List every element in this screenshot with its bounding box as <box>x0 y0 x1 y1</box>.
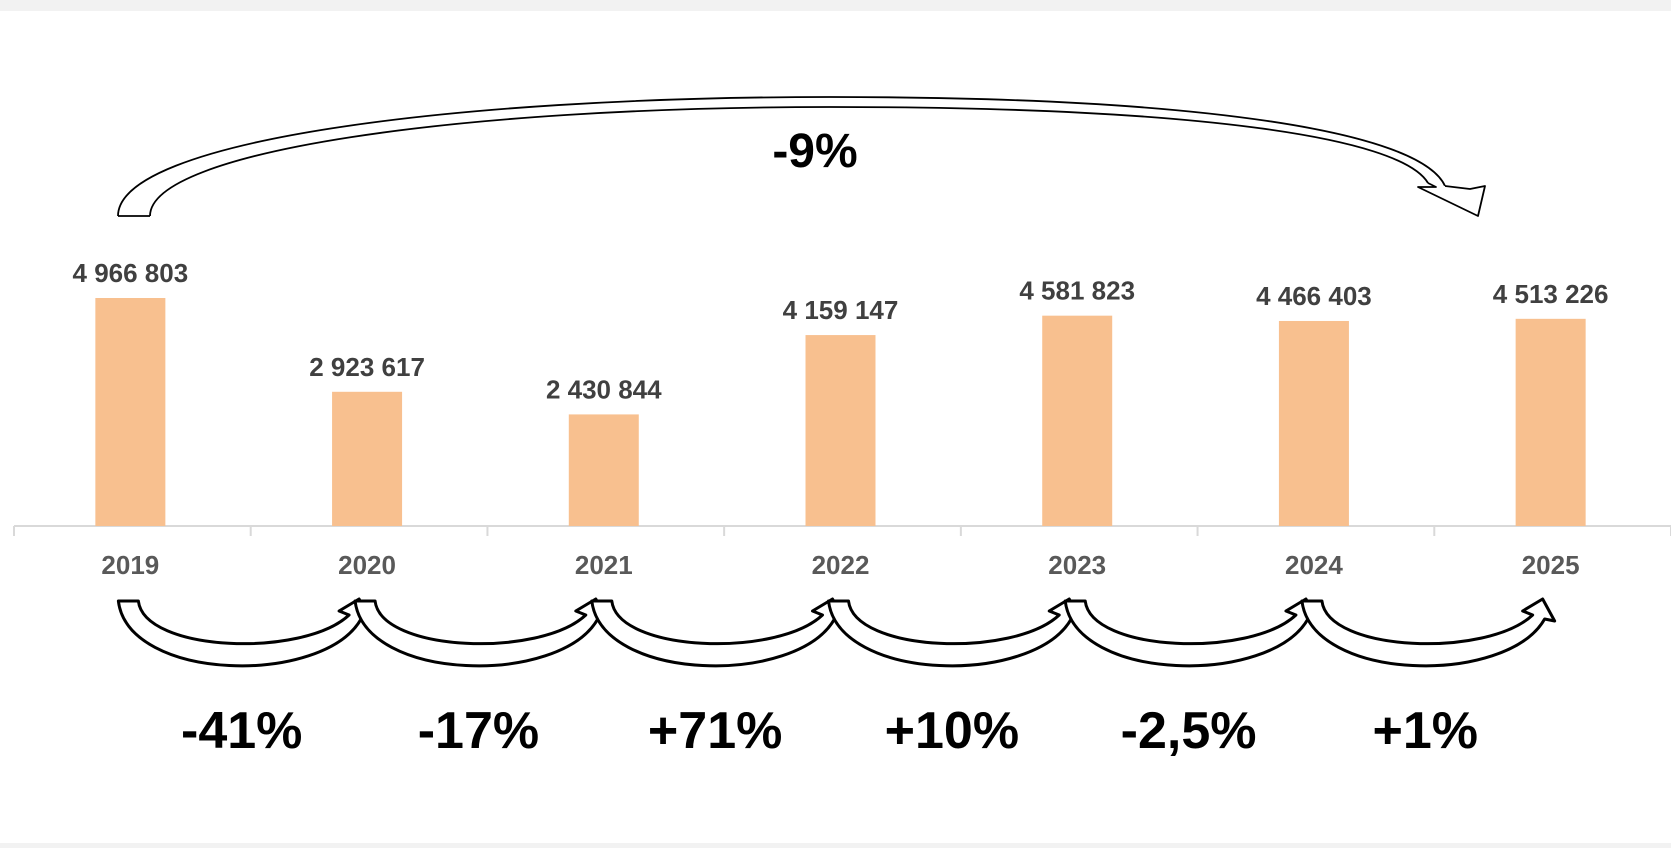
period-change-label: -41% <box>181 702 302 760</box>
bar-2020 <box>332 391 403 526</box>
bar-2023 <box>1042 315 1113 526</box>
period-change-label: +71% <box>648 702 782 760</box>
bars-layer: 4 966 803 2019 2 923 617 2020 2 430 844 2021 4… <box>13 258 1671 580</box>
period-change-label: +1% <box>1373 702 1479 760</box>
period-change-label: +10% <box>885 702 1019 760</box>
data-label-2021: 2 430 844 <box>546 374 662 404</box>
bar-chart: -9% 4 966 803 2019 2 923 617 2020 2 430 844 2… <box>13 96 1671 760</box>
overall-change-arrow <box>117 96 1486 217</box>
period-arrows-layer: -41% -17% +71% +10% -2,5% +1% <box>116 597 1557 760</box>
data-label-2022: 4 159 147 <box>783 295 899 325</box>
period-change-arrow <box>116 597 373 668</box>
x-tick-label-2025: 2025 <box>1522 550 1580 580</box>
overall-change-label: -9% <box>772 125 857 178</box>
x-tick-label-2019: 2019 <box>101 550 159 580</box>
bar-2022 <box>805 335 876 526</box>
data-label-2025: 4 513 226 <box>1493 279 1609 309</box>
period-change-arrow <box>827 597 1083 668</box>
data-label-2023: 4 581 823 <box>1019 276 1135 306</box>
chart-canvas: -9% 4 966 803 2019 2 923 617 2020 2 430 844 2… <box>0 11 1671 843</box>
period-change-label: -17% <box>418 702 539 760</box>
x-tick-label-2022: 2022 <box>812 550 870 580</box>
x-tick-label-2023: 2023 <box>1048 550 1106 580</box>
period-change-label: -2,5% <box>1121 702 1257 760</box>
x-tick-label-2020: 2020 <box>338 550 396 580</box>
bar-2019 <box>95 298 166 526</box>
bar-2021 <box>568 414 639 526</box>
bar-2025 <box>1515 318 1586 526</box>
x-tick-label-2024: 2024 <box>1285 550 1343 580</box>
bar-2024 <box>1278 320 1349 526</box>
data-label-2020: 2 923 617 <box>309 352 425 382</box>
x-tick-label-2021: 2021 <box>575 550 633 580</box>
data-label-2024: 4 466 403 <box>1256 281 1372 311</box>
period-change-arrow <box>1063 597 1320 668</box>
period-change-arrow <box>353 597 610 668</box>
period-change-arrow <box>590 597 846 668</box>
data-label-2019: 4 966 803 <box>73 258 189 288</box>
period-change-arrow <box>1300 597 1557 668</box>
